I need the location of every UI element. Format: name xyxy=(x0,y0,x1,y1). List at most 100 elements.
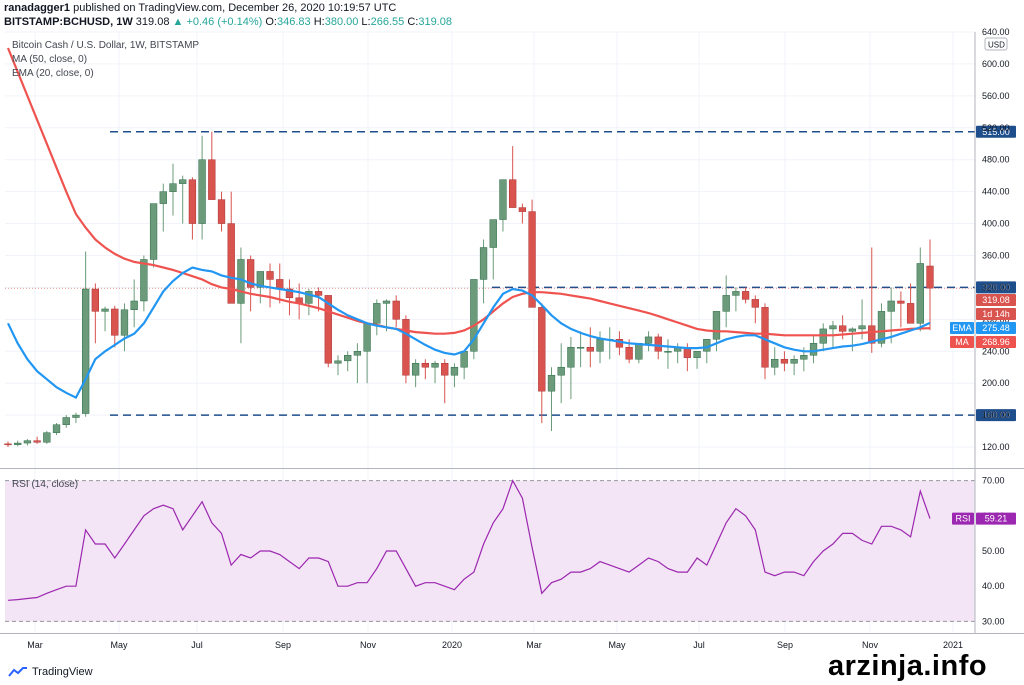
candle-body xyxy=(567,347,575,368)
candle-body xyxy=(159,191,167,204)
candle-body xyxy=(547,374,556,392)
tradingview-logo[interactable]: TradingView xyxy=(8,666,93,678)
candle-body xyxy=(528,211,536,308)
candle-body xyxy=(373,303,381,324)
candle-body xyxy=(382,300,391,304)
candle-body xyxy=(470,279,478,352)
candle-body xyxy=(421,362,429,368)
tradingview-icon xyxy=(8,667,27,677)
candle-body xyxy=(722,295,730,312)
candle-body xyxy=(732,291,740,296)
price-tag-value: 1d 14h xyxy=(982,309,1010,319)
tradingview-brand: TradingView xyxy=(32,666,93,678)
time-tick-label: Sep xyxy=(275,640,291,650)
candle-body xyxy=(4,443,12,446)
candle-body xyxy=(790,358,798,364)
rsi-series-label: RSI xyxy=(955,514,970,524)
candle-body xyxy=(906,303,915,324)
candle-body xyxy=(625,347,633,360)
time-tick-label: May xyxy=(110,640,128,650)
candle-body xyxy=(411,362,420,376)
candle-body xyxy=(576,347,585,349)
low-label: L: xyxy=(361,16,371,28)
candle-body xyxy=(130,300,138,311)
price-tick-label: 240.00 xyxy=(982,346,1010,356)
candle-body xyxy=(800,355,808,360)
candle-body xyxy=(120,309,129,336)
price-tag xyxy=(976,308,1016,320)
price-tick-label: 440.00 xyxy=(982,187,1010,197)
candle-body xyxy=(644,336,653,344)
price-tag xyxy=(976,294,1016,306)
candle-body xyxy=(450,366,459,376)
ma-legend[interactable]: MA (50, close, 0) xyxy=(12,54,88,65)
rsi-tick-label: 30.00 xyxy=(982,616,1005,626)
series-tag xyxy=(950,322,974,334)
level-tag-label: 160.00 xyxy=(982,410,1010,420)
time-tick-label: Nov xyxy=(360,640,377,650)
series-tag-label: EMA xyxy=(952,323,972,333)
rsi-value-tag xyxy=(976,512,1016,525)
candle-body xyxy=(839,325,847,332)
series-tag-label: MA xyxy=(955,337,969,347)
currency-box xyxy=(984,37,1008,51)
candle-body xyxy=(91,288,99,312)
candle-body xyxy=(489,219,497,248)
candle-body xyxy=(101,308,109,312)
candle-body xyxy=(363,323,371,352)
price-tick-label: 600.00 xyxy=(982,59,1010,69)
candle-body xyxy=(314,291,323,296)
rsi-tick-label: 70.00 xyxy=(982,476,1005,486)
ema-20-line xyxy=(7,266,931,400)
rsi-tick-label: 50.00 xyxy=(982,546,1005,556)
candle-body xyxy=(877,311,886,344)
price-change: ▲ +0.46 (+0.14%) xyxy=(172,16,263,28)
price-tick-label: 560.00 xyxy=(982,91,1010,101)
publish-info: ranadagger1 published on TradingView.com… xyxy=(4,2,396,14)
rsi-tick-label: 40.00 xyxy=(982,581,1005,591)
candle-body xyxy=(256,271,264,288)
candle-body xyxy=(305,291,313,304)
price-tick-label: 400.00 xyxy=(982,219,1010,229)
price-tick-label: 160.00 xyxy=(982,410,1010,420)
candle-body xyxy=(897,300,905,304)
high-value: 380.00 xyxy=(324,16,359,28)
candle-body xyxy=(392,300,400,320)
candle-body xyxy=(14,442,22,445)
rsi-legend[interactable]: RSI (14, close) xyxy=(12,479,79,490)
low-value: 266.55 xyxy=(370,16,405,28)
candle-body xyxy=(926,265,934,289)
candle-body xyxy=(402,319,410,376)
last-price: 319.08 xyxy=(135,16,170,28)
candle-body xyxy=(81,288,90,414)
candle-body xyxy=(344,355,352,362)
level-tag-label: 320.00 xyxy=(982,282,1010,292)
time-tick-label: Sep xyxy=(777,640,793,650)
candle-body xyxy=(188,179,197,224)
candle-body xyxy=(460,351,468,368)
candle-body xyxy=(518,207,527,212)
candle-body xyxy=(52,424,61,433)
level-tag xyxy=(976,409,1016,422)
price-tag-value: 268.96 xyxy=(982,337,1010,347)
candle-body xyxy=(771,358,779,368)
candle-body xyxy=(586,347,594,352)
author-name[interactable]: ranadagger1 xyxy=(4,2,71,14)
ema-legend[interactable]: EMA (20, close, 0) xyxy=(12,68,94,79)
candle-body xyxy=(780,358,789,364)
time-tick-label: Mar xyxy=(526,640,542,650)
candle-body xyxy=(635,343,643,360)
candle-body xyxy=(868,325,876,344)
open-label: O: xyxy=(265,16,277,28)
candle-body xyxy=(538,307,546,392)
candle-body xyxy=(217,199,226,224)
time-tick-label: 2021 xyxy=(943,640,963,650)
price-tick-label: 360.00 xyxy=(982,250,1010,260)
candle-body xyxy=(751,299,759,308)
level-tag xyxy=(976,281,1016,294)
price-tag xyxy=(976,322,1016,334)
candle-body xyxy=(227,223,235,304)
candle-body xyxy=(557,366,565,376)
price-tag xyxy=(976,336,1016,348)
